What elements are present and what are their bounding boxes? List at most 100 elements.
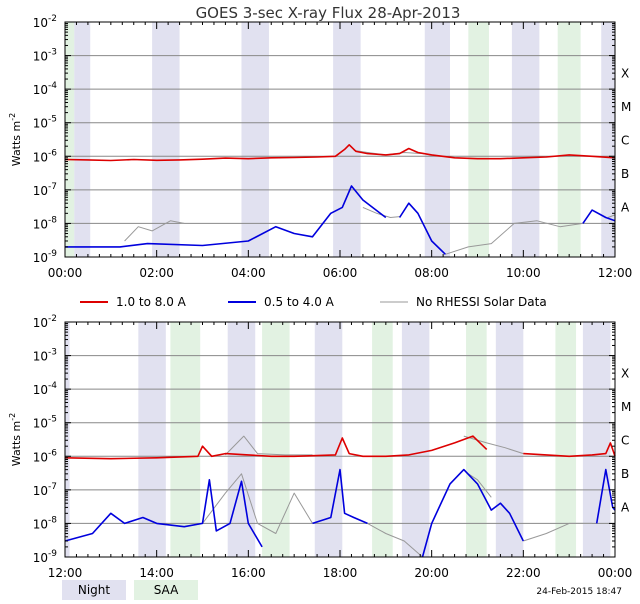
saa-band <box>557 22 581 257</box>
y-tick-exponent: -7 <box>48 482 57 492</box>
y-tick-label: 10-8 <box>33 515 58 531</box>
long-series-line <box>64 144 616 162</box>
y-axis-label: Watts m-2 <box>8 113 23 166</box>
flare-class-label: C <box>621 134 629 148</box>
night-band <box>401 322 430 557</box>
short-series-line <box>312 468 368 525</box>
y-tick-exponent: -9 <box>48 549 57 559</box>
y-tick-exponent: -8 <box>48 215 57 225</box>
night-band <box>227 322 256 557</box>
y-tick-exponent: -8 <box>48 515 57 525</box>
saa-band <box>170 322 201 557</box>
y-axis-label: Watts m-2 <box>8 413 23 466</box>
saa-band <box>65 22 75 257</box>
night-band <box>333 22 361 257</box>
y-tick-label: 10-5 <box>33 115 57 131</box>
x-tick-label: 02:00 <box>139 266 174 280</box>
night-legend-label: Night <box>78 583 111 597</box>
y-axis-label-exponent: -2 <box>8 113 17 121</box>
short-series-line <box>398 202 446 255</box>
y-tick-exponent: -4 <box>48 81 57 91</box>
flare-class-label: M <box>621 100 631 114</box>
saa-band <box>372 322 393 557</box>
no-rhessi-short-series <box>607 214 616 218</box>
y-tick-label: 10-6 <box>33 148 58 164</box>
y-tick-label: 10-4 <box>33 81 58 97</box>
flare-class-label: A <box>621 501 630 515</box>
saa-band <box>555 322 577 557</box>
no-rhessi-short-series <box>184 473 313 534</box>
no-rhessi-short-series <box>362 206 400 218</box>
night-legend-swatch <box>62 580 126 600</box>
y-tick-label: 10-2 <box>33 14 57 30</box>
y-tick-label: 10-9 <box>33 549 58 565</box>
saa-band <box>262 322 290 557</box>
flare-class-label: X <box>621 366 629 380</box>
x-tick-label: 08:00 <box>414 266 449 280</box>
short-series-line <box>421 468 525 558</box>
y-tick-exponent: -6 <box>48 148 57 158</box>
y-tick-label: 10-7 <box>33 482 57 498</box>
x-tick-label: 12:00 <box>48 566 83 580</box>
footer-date: 24-Feb-2015 18:47 <box>536 587 622 597</box>
x-tick-label: 16:00 <box>231 566 266 580</box>
no-rhessi-short-series <box>124 220 185 242</box>
night-band <box>74 22 91 257</box>
flare-class-label: C <box>621 434 629 448</box>
panel-bottom: 10-9 10-8 10-7 10-6 10-5 10-4 10-3 10-2 12:00 14:… <box>8 314 632 580</box>
short-series-line <box>65 185 387 248</box>
y-tick-exponent: -5 <box>48 415 57 425</box>
x-tick-label: 04:00 <box>231 266 266 280</box>
night-band <box>152 22 180 257</box>
night-band <box>65 322 70 557</box>
flare-class-label: A <box>621 201 630 215</box>
y-tick-label: 10-9 <box>33 249 58 265</box>
saa-band <box>468 22 489 257</box>
short-series-line <box>595 468 616 524</box>
x-tick-label: 14:00 <box>139 566 174 580</box>
legend-no-rhessi-label: No RHESSI Solar Data <box>416 295 547 309</box>
y-axis-label-exponent: -2 <box>8 413 17 421</box>
x-tick-label: 12:00 <box>598 266 633 280</box>
y-tick-label: 10-3 <box>33 348 57 364</box>
y-tick-exponent: -4 <box>48 381 57 391</box>
no-rhessi-short-series <box>445 220 583 255</box>
y-tick-exponent: -2 <box>48 14 57 24</box>
y-tick-label: 10-2 <box>33 314 57 330</box>
short-series-line <box>582 209 616 224</box>
y-tick-exponent: -9 <box>48 249 57 259</box>
no-rhessi-short-series <box>367 522 423 558</box>
flare-class-label: B <box>621 167 629 181</box>
y-tick-exponent: -7 <box>48 182 57 192</box>
legend-long-label: 1.0 to 8.0 A <box>116 295 187 309</box>
no-rhessi-short-series <box>468 473 492 498</box>
series-legend: 1.0 to 8.0 A 0.5 to 4.0 A No RHESSI Sola… <box>80 295 547 309</box>
saa-legend-swatch <box>134 580 198 600</box>
legend-short-label: 0.5 to 4.0 A <box>264 295 335 309</box>
night-band <box>582 322 611 557</box>
x-tick-label: 10:00 <box>506 266 541 280</box>
no-rhessi-long-series <box>463 435 524 455</box>
y-tick-label: 10-5 <box>33 415 57 431</box>
flare-class-label: B <box>621 467 629 481</box>
night-band <box>424 22 450 257</box>
night-band <box>601 22 615 257</box>
panel-top: 10-9 10-8 10-7 10-6 10-5 10-4 10-3 10-2 00:00 02:… <box>8 14 632 280</box>
y-tick-label: 10-3 <box>33 48 57 64</box>
x-tick-label: 06:00 <box>323 266 358 280</box>
y-tick-label: 10-7 <box>33 182 57 198</box>
no-rhessi-short-series <box>523 522 593 542</box>
long-series-line <box>523 442 616 458</box>
x-tick-label: 18:00 <box>323 566 358 580</box>
x-tick-label: 00:00 <box>48 266 83 280</box>
night-band <box>241 22 269 257</box>
flare-class-label: M <box>621 400 631 414</box>
night-band <box>511 22 540 257</box>
y-tick-label: 10-6 <box>33 448 58 464</box>
y-tick-exponent: -2 <box>48 314 57 324</box>
chart-title: GOES 3-sec X-ray Flux 28-Apr-2013 <box>196 4 461 22</box>
long-series-line <box>64 435 488 460</box>
x-tick-label: 20:00 <box>414 566 449 580</box>
